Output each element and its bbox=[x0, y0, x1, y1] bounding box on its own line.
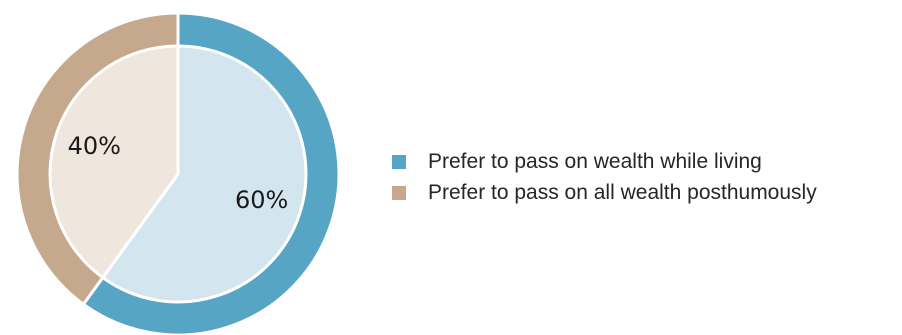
pie-slice-inner-while-living bbox=[101, 44, 308, 304]
legend-item-while-living: Prefer to pass on wealth while living bbox=[392, 146, 817, 177]
legend-swatch-posthumously bbox=[392, 185, 406, 200]
legend-label-posthumously: Prefer to pass on all wealth posthumousl… bbox=[428, 180, 817, 204]
legend-label-while-living: Prefer to pass on wealth while living bbox=[428, 149, 762, 173]
pie-chart: 60% 40% bbox=[15, 11, 341, 335]
pie-labels: 60% 40% bbox=[68, 132, 289, 214]
pie-label-posthumously: 40% bbox=[68, 132, 121, 160]
legend-item-posthumously: Prefer to pass on all wealth posthumousl… bbox=[392, 177, 817, 208]
legend: Prefer to pass on wealth while living Pr… bbox=[392, 146, 817, 208]
legend-swatch-while-living bbox=[392, 154, 406, 169]
pie-slice-inner-posthumously bbox=[48, 44, 180, 280]
pie-slices bbox=[15, 11, 341, 335]
pie-label-while-living: 60% bbox=[235, 186, 288, 214]
